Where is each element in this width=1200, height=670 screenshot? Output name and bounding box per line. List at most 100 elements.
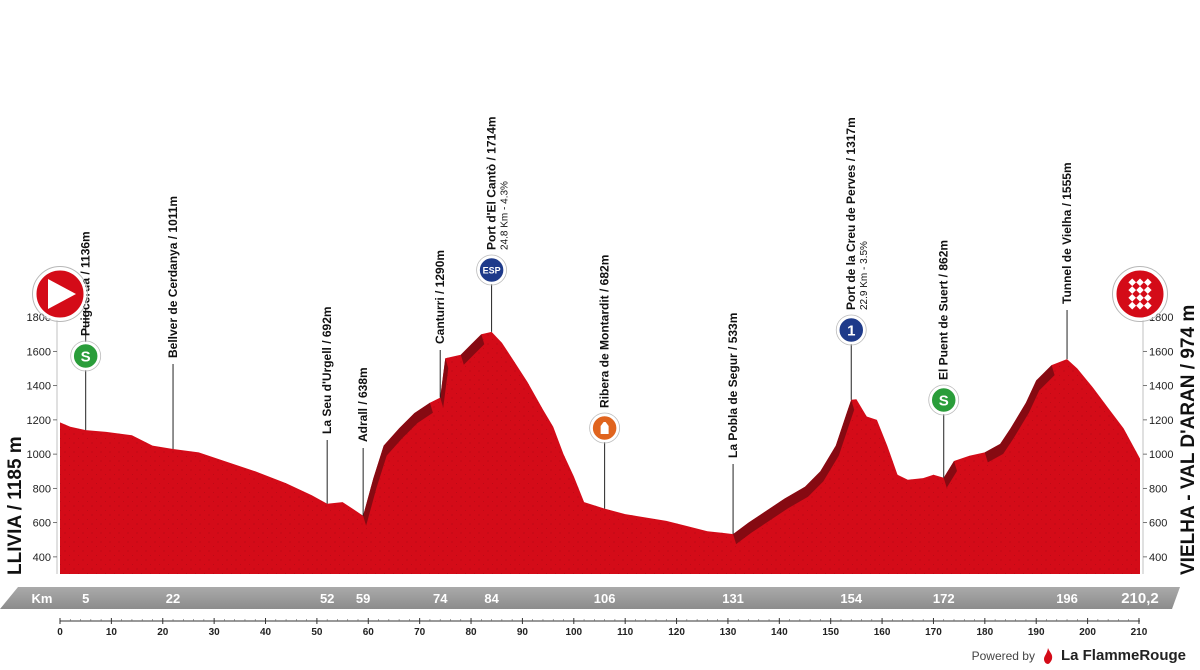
waypoint-climb-detail: 22.9 Km - 3.5% [859,241,870,310]
waypoint-name: Bellver de Cerdanya / 1011m [166,196,180,358]
badge-circle [71,341,100,371]
y-tick-label-left: 600 [33,518,51,530]
km-bar-label: 84 [484,591,499,606]
badge-ring [928,384,960,416]
special-badge-icon: ESP [476,254,507,286]
waypoint-label: El Puent de Suert / 862m [937,240,951,380]
waypoint-label: Bellver de Cerdanya / 1011m [166,196,180,358]
waypoint-name: Canturri / 1290m [433,250,447,344]
waypoint-label: Canturri / 1290m [433,250,447,344]
y-tick-label-right: 1000 [1149,449,1173,461]
y-tick-label-right: 600 [1149,518,1167,530]
km-bar-label: 74 [433,591,448,606]
sprint-badge-icon: S [928,384,960,416]
start-label: LLIVIA / 1185 m [5,436,26,575]
km-bar-label: 172 [933,591,955,606]
waypoint-climb-detail: 24.8 Km - 4.3% [500,181,511,250]
waypoint-label: Tunnel de Vielha / 1555m [1060,162,1074,304]
y-tick-label-left: 800 [33,483,51,495]
start-icon [32,266,88,322]
km-axis-label: 70 [414,627,426,638]
badge-circle [477,255,506,285]
km-axis-label: 140 [771,627,788,638]
brand-name: La FlammeRouge [1060,647,1186,664]
waypoint-labels: Puigcerdà / 1136m Bellver de Cerdanya / 1… [79,116,1074,458]
sprint-badge-icon: S [70,340,102,372]
km-axis-label: 190 [1028,627,1045,638]
km-axis-label: 20 [157,627,169,638]
km-axis-label: 110 [617,627,634,638]
km-axis-label: 120 [668,627,685,638]
waypoint-name: La Pobla de Segur / 533m [726,313,740,458]
bottle-glyph [600,422,609,434]
y-tick-label-right: 800 [1149,483,1167,495]
waypoint-name: Tunnel de Vielha / 1555m [1060,162,1074,304]
waypoint-name: Adrall / 638m [356,367,370,442]
km-axis-label: 170 [925,627,942,638]
feed-badge-icon [589,412,621,444]
km-axis-label: 50 [311,627,323,638]
powered-by-text: Powered by [971,648,1035,663]
waypoint-name: La Seu d'Urgell / 692m [320,306,334,434]
km-axis-label: 180 [976,627,993,638]
y-tick-label-right: 1400 [1149,381,1173,393]
km-axis-label: 100 [565,627,582,638]
km-bar-label: 196 [1056,591,1078,606]
km-axis-label: 210 [1131,627,1148,638]
km-axis-label: 200 [1079,627,1096,638]
y-tick-label-left: 400 [33,552,51,564]
km-axis-label: 30 [209,627,221,638]
km-axis-label: 40 [260,627,272,638]
badge-ring [70,340,102,372]
waypoint-label: Ribera de Montardit / 682m [598,255,612,408]
checker-square [1147,282,1156,291]
km-bar-shape [0,587,1180,609]
waypoint-badges: S ESP 1 S [70,254,960,444]
km-axis: 0 10 20 30 40 50 60 70 80 90 100 110 120 130 140 150 160… [57,618,1148,638]
km-bar-label: 5 [82,591,89,606]
km-bar: Km 5 22 52 59 74 84 106 131 154 172 196 210,2 [0,587,1180,609]
elevation-profile [60,331,1140,574]
finish-label: VIELHA - VAL D'ARAN / 974 m [1178,305,1199,575]
km-bar-label: 52 [320,591,334,606]
km-axis-label: 90 [517,627,529,638]
waypoint-label: La Pobla de Segur / 533m [726,313,740,458]
brand-footer: Powered by La FlammeRouge [972,647,1186,664]
waypoint-label: Adrall / 638m [356,367,370,442]
waypoint-label: La Seu d'Urgell / 692m [320,306,334,434]
badge-ring [589,412,621,444]
km-bar-labels: 5 22 52 59 74 84 106 131 154 172 196 [82,591,1078,606]
flame-logo-icon [1043,647,1053,664]
km-axis-label: 80 [465,627,477,638]
badge-glyph: S [939,393,949,410]
km-bar-total: 210,2 [1121,590,1159,607]
km-axis-label: 160 [874,627,891,638]
y-tick-label-left: 1400 [27,381,51,393]
badge-glyph: 1 [847,323,855,340]
waypoint-label: Port de la Creu de Perves / 1317m 22.9 Km… [844,117,870,310]
cat1-badge-icon: 1 [835,314,867,346]
checker-square [1147,290,1156,298]
y-tick-label-right: 1600 [1149,346,1173,358]
km-axis-label: 130 [720,627,737,638]
y-tick-label-right: 400 [1149,552,1167,564]
waypoint-name: Port d'El Cantò / 1714m [485,116,499,250]
badge-circle [836,315,866,345]
badge-circle [929,385,958,415]
km-axis-label: 0 [57,627,63,638]
waypoint-label: Port d'El Cantò / 1714m 24.8 Km - 4.3% [485,116,511,250]
profile-texture [60,331,1140,574]
finish-icon [1112,266,1168,322]
y-tick-label-left: 1000 [27,449,51,461]
km-bar-label: 22 [166,591,180,606]
badge-ring [835,314,867,346]
waypoint-name: Port de la Creu de Perves / 1317m [844,117,858,310]
km-axis-label: 150 [822,627,839,638]
badge-glyph: ESP [483,266,501,276]
badge-ring [476,254,507,286]
km-bar-unit: Km [32,591,53,606]
waypoint-name: Ribera de Montardit / 682m [598,255,612,408]
